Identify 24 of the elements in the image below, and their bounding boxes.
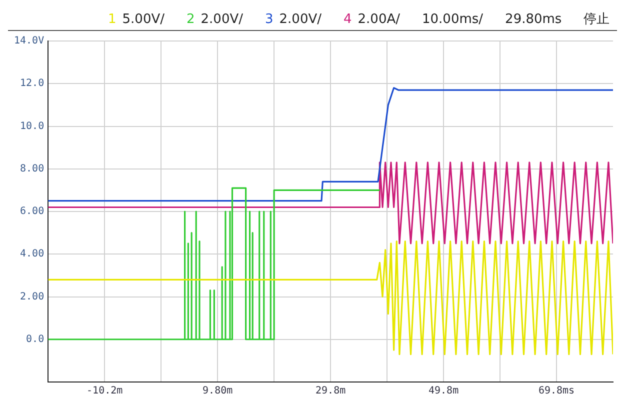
text: 1: [108, 12, 116, 26]
text: 3: [265, 12, 274, 26]
text: 29.80ms: [505, 12, 562, 26]
x-tick-label: -10.2m: [86, 386, 123, 397]
y-tick-label: 4.00: [20, 248, 44, 260]
x-tick-label: 49.8m: [428, 386, 459, 397]
y-tick-label: 8.00: [20, 163, 44, 174]
text: 2.00A/: [358, 12, 400, 26]
text: 停止: [584, 11, 610, 28]
text: 5.00V/: [122, 12, 164, 26]
x-tick-label: 9.80m: [202, 386, 233, 397]
text: 2.00V/: [200, 12, 243, 26]
text: 2: [186, 12, 195, 26]
y-tick-label: 6.00: [20, 206, 44, 218]
y-tick-label: 2.00: [20, 291, 44, 302]
x-tick-label: 69.8ms: [538, 386, 575, 397]
y-tick-label: 0.0: [26, 334, 44, 345]
text: 2.00V/: [279, 12, 322, 26]
text: 10.00ms/: [422, 12, 484, 26]
text: 4: [344, 12, 352, 26]
y-tick-label: 14.0V: [14, 36, 44, 47]
y-tick-label: 10.0: [20, 120, 44, 132]
x-tick-label: 29.8m: [315, 386, 346, 397]
y-tick-label: 12.0: [20, 78, 44, 90]
